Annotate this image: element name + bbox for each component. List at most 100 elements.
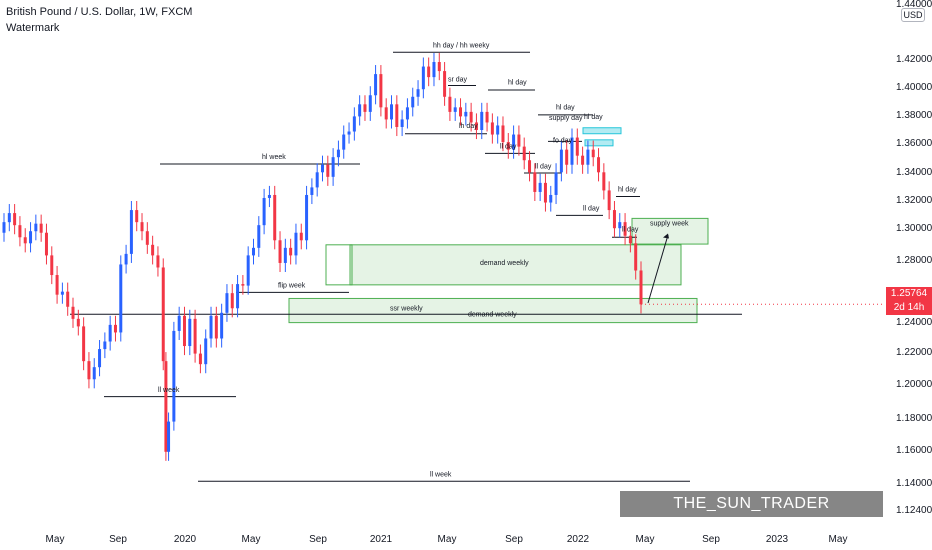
candle-body [618, 222, 622, 229]
candle-body [591, 149, 595, 158]
candle-body [639, 270, 643, 305]
annotation-label: hl day [618, 187, 637, 194]
annotation-label: ssr weekly [390, 305, 423, 312]
candle-body [411, 96, 415, 108]
annotation-label: demand weekly [480, 260, 529, 267]
candle-body [469, 111, 473, 123]
annotation-label: hl week [262, 154, 286, 161]
candle-body [310, 187, 314, 195]
candle-body [156, 255, 160, 268]
candle-body [241, 284, 245, 286]
x-tick-label: Sep [505, 534, 523, 545]
candle-body [453, 107, 457, 112]
candle-body [209, 315, 213, 339]
currency-badge[interactable]: USD [901, 8, 925, 22]
annotation-label: ll day [622, 227, 639, 234]
y-tick-label: 1.32000 [896, 195, 932, 206]
candle-body [225, 293, 229, 313]
annotation-label: hh day / hh weeky [433, 42, 490, 49]
candle-body [459, 107, 463, 117]
candle-body [347, 131, 351, 135]
y-tick-label: 1.20000 [896, 379, 932, 390]
y-tick-label: 1.38000 [896, 110, 932, 121]
y-tick-label: 1.28000 [896, 255, 932, 266]
candle-body [257, 225, 261, 248]
candle-body [108, 324, 112, 342]
demand-weekly-zone-upper [349, 244, 682, 286]
candle-body [352, 116, 356, 132]
candle-body [230, 293, 234, 309]
candle-body [140, 222, 144, 232]
candle-body [506, 142, 510, 150]
x-tick-label: May [46, 534, 65, 545]
candle-body [18, 225, 22, 238]
candle-body [336, 149, 340, 158]
candle-body [145, 231, 149, 245]
projection-arrowhead [663, 233, 669, 239]
time-axis[interactable]: May Sep 2020 May Sep 2021 May Sep 2022 May Sep 2023… [46, 534, 848, 545]
candle-body [305, 194, 309, 241]
candle-body [480, 111, 484, 131]
candle-body [559, 149, 563, 173]
bar-countdown: 2d 14h [893, 302, 925, 313]
zones-layer [288, 127, 709, 324]
annotation-label: ll day [583, 206, 600, 213]
annotation-label: supply day [549, 115, 583, 122]
x-tick-label: Sep [309, 534, 327, 545]
candle-body [543, 182, 547, 203]
level-lines-layer [70, 51, 884, 482]
candle-body [321, 164, 324, 173]
candle-body [119, 264, 123, 333]
x-tick-label: Sep [702, 534, 720, 545]
y-tick-label: 1.44000 [896, 0, 932, 10]
y-tick-label: 1.34000 [896, 167, 932, 178]
candle-body [384, 107, 388, 120]
projection-arrow [647, 234, 669, 304]
x-tick-label: May [829, 534, 848, 545]
candle-body [474, 122, 478, 131]
candle-body [193, 318, 197, 354]
annotation-label: flip week [278, 283, 306, 290]
candle-body [161, 267, 165, 362]
supply-week-zone [631, 217, 709, 245]
candle-body [129, 210, 133, 254]
candle-body [29, 231, 33, 244]
y-tick-label: 1.24000 [896, 317, 932, 328]
y-tick-label: 1.22000 [896, 347, 932, 358]
candle-body [443, 71, 447, 97]
candle-body [607, 190, 611, 211]
candle-body [485, 111, 489, 123]
annotation-label: ll week [158, 387, 180, 394]
candle-body [342, 134, 346, 150]
candle-body [315, 172, 319, 188]
candle-body [538, 182, 542, 192]
candle-body [299, 232, 303, 241]
candle-body [602, 172, 606, 191]
candle-body [570, 137, 574, 165]
candle-body [151, 244, 155, 256]
x-tick-label: 2020 [174, 534, 197, 545]
annotation-label: sr day [448, 76, 468, 83]
candle-body [294, 232, 298, 256]
candle-body [326, 164, 330, 177]
candle-body [98, 349, 102, 368]
candle-body [113, 324, 117, 333]
watermark-banner: THE_SUN_TRADER [620, 491, 883, 517]
candle-body [358, 104, 362, 117]
y-tick-label: 1.42000 [896, 54, 932, 65]
supply-day-box [582, 127, 622, 135]
candle-body [214, 315, 218, 339]
candle-body [246, 255, 250, 286]
price-axis[interactable]: 1.44000 1.42000 1.40000 1.38000 1.36000 1.340… [884, 0, 932, 550]
x-tick-label: Sep [109, 534, 127, 545]
y-tick-label: 1.18000 [896, 413, 932, 424]
candle-body [23, 237, 27, 244]
candle-body [374, 74, 378, 96]
candle-body [395, 104, 399, 127]
candles-layer [2, 52, 643, 461]
candle-body [496, 125, 500, 135]
x-tick-label: May [438, 534, 457, 545]
annotation-label: ll day [500, 144, 517, 151]
demand-zone-extension [325, 244, 353, 286]
